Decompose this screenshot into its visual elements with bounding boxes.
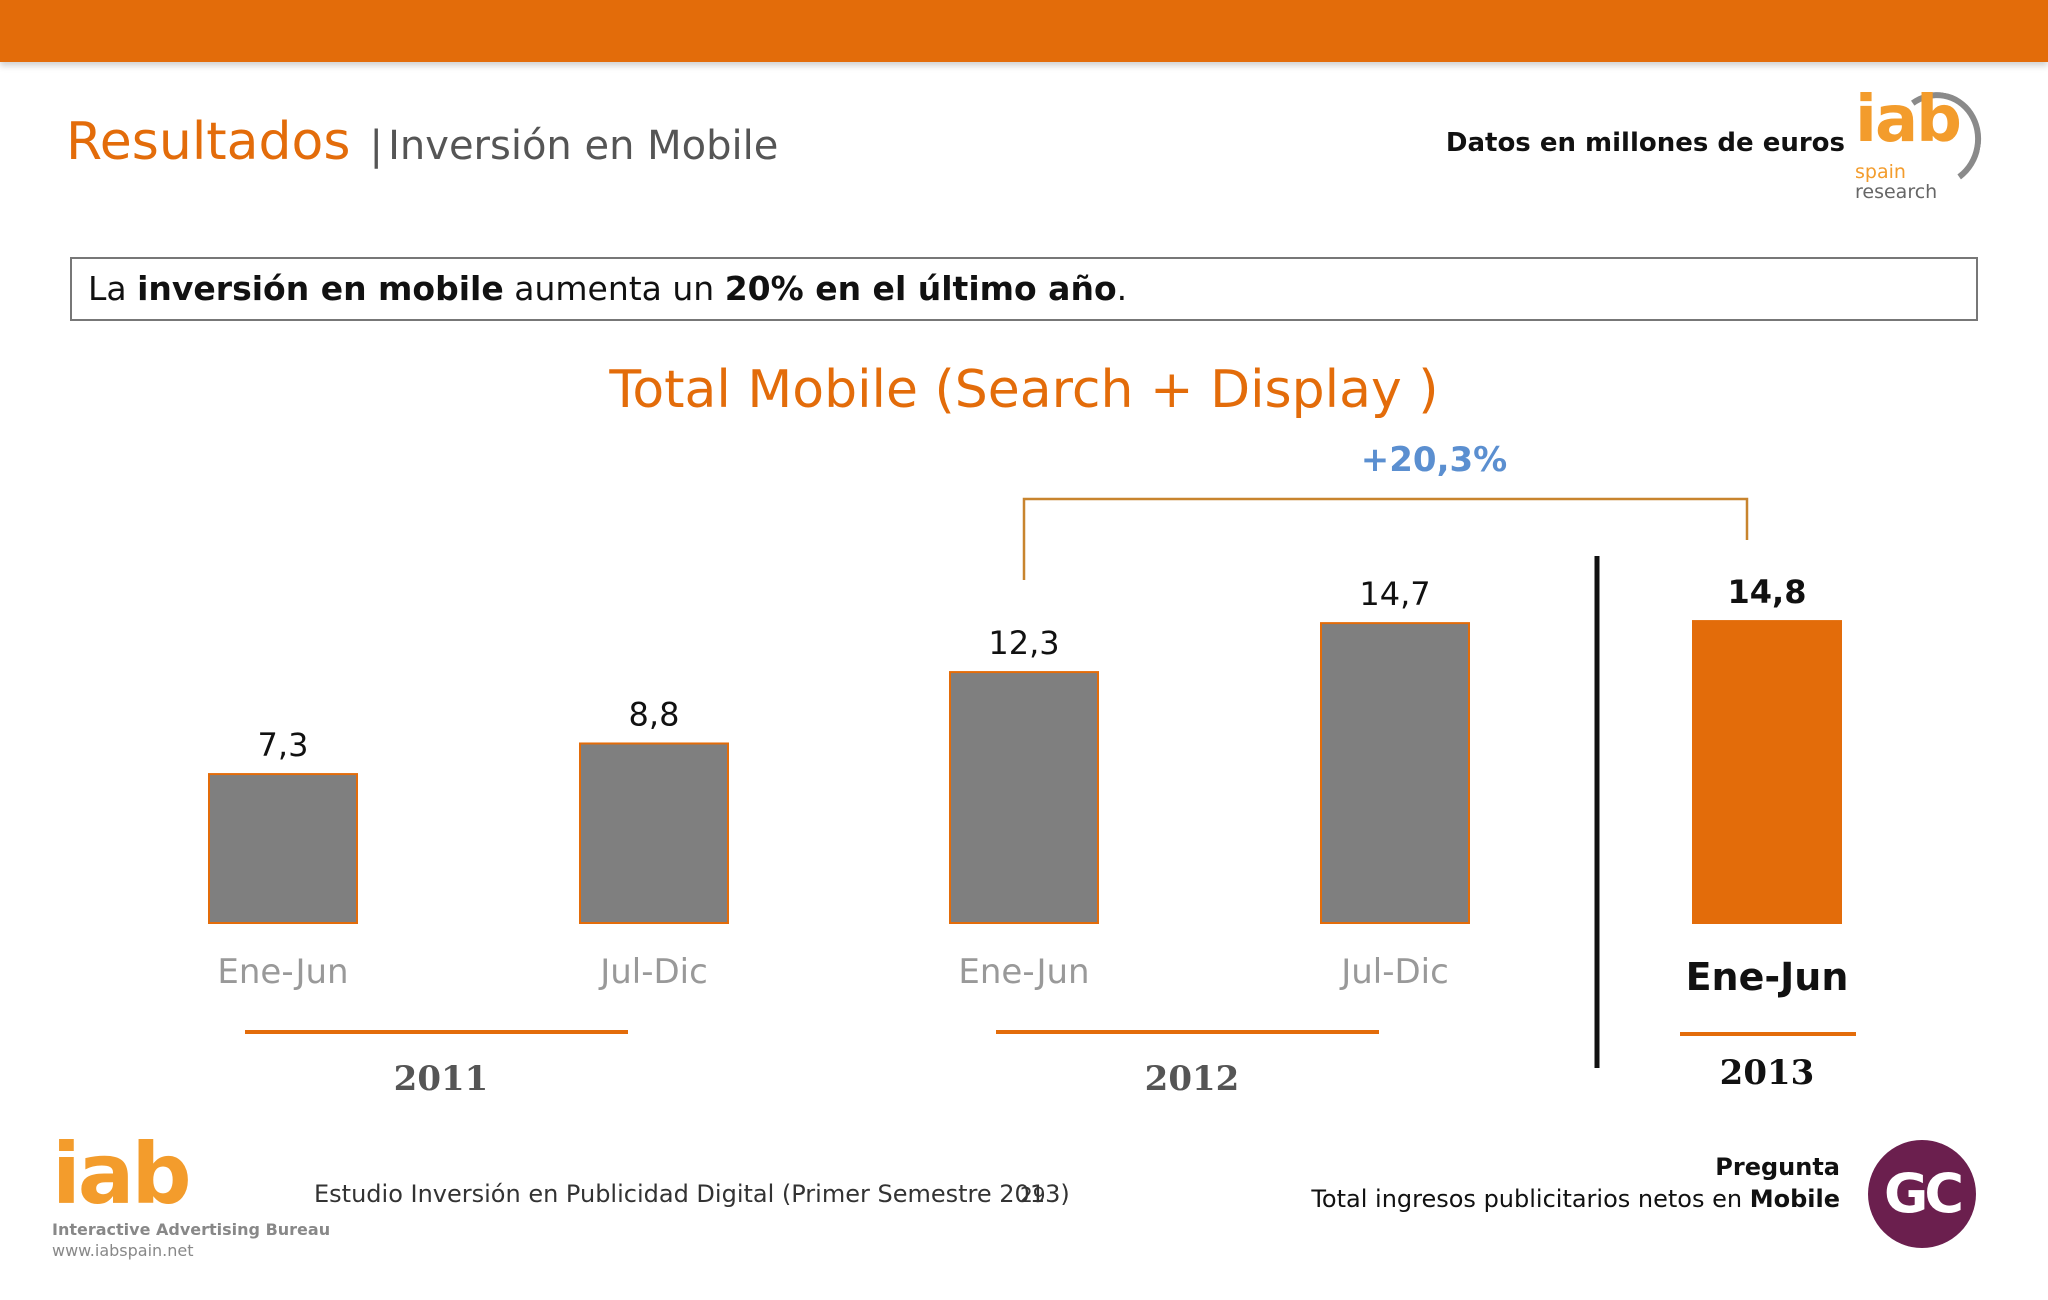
logo-line3: research	[1855, 181, 1938, 203]
top-accent-bar	[0, 0, 2048, 62]
footer-logo-letters: iab	[52, 1125, 192, 1223]
question-title: Pregunta	[1715, 1153, 1840, 1181]
bar-0	[208, 773, 358, 925]
headline-box: La inversión en mobile aumenta un 20% en…	[70, 257, 1978, 321]
bar-3	[1320, 622, 1470, 924]
category-label-1: Jul-Dic	[598, 952, 708, 992]
data-label-1: 8,8	[629, 695, 680, 733]
data-label-2: 12,3	[988, 624, 1059, 662]
bar-2	[949, 671, 1099, 925]
gc-logo: GC	[1868, 1140, 1976, 1248]
growth-annotation: +20,3%	[1360, 440, 1508, 480]
question-text-line: Total ingresos publicitarios netos en Mo…	[1300, 1185, 1840, 1213]
bar-4	[1692, 620, 1842, 925]
page-number: 29	[1020, 1183, 1046, 1207]
headline-bold2: 20% en el último año	[724, 269, 1117, 308]
headline-part1: La	[88, 269, 138, 308]
headline-bold1: inversión en mobile	[137, 269, 504, 308]
question-bold: Mobile	[1749, 1185, 1840, 1213]
group-label-2011: 2011	[394, 1059, 489, 1099]
study-title: Estudio Inversión en Publicidad Digital …	[314, 1180, 1070, 1208]
footer-logo-line2: Interactive Advertising Bureau	[52, 1220, 331, 1239]
iab-footer-logo: iab Interactive Advertising Bureau www.i…	[52, 1132, 330, 1260]
headline-part3: .	[1116, 269, 1128, 308]
logo-letters: iab	[1855, 83, 1962, 157]
headline-part2: aumenta un	[503, 269, 725, 308]
data-label-3: 14,7	[1359, 575, 1430, 613]
title-sub: Inversión en Mobile	[388, 123, 779, 169]
footer-logo-url: www.iabspain.net	[52, 1241, 194, 1260]
growth-bracket	[1022, 497, 1749, 580]
question-text: Total ingresos publicitarios netos en	[1311, 1185, 1750, 1213]
category-label-3: Jul-Dic	[1339, 952, 1449, 992]
category-label-4: Ene-Jun	[1686, 955, 1849, 999]
data-label-4: 14,8	[1728, 573, 1807, 611]
chart-title: Total Mobile (Search + Display )	[609, 360, 1439, 420]
question-note: Pregunta Total ingresos publicitarios ne…	[1300, 1153, 1840, 1213]
bar-1	[579, 742, 729, 924]
group-label-2012: 2012	[1145, 1059, 1240, 1099]
logo-line2: spain	[1855, 161, 1906, 183]
group-label-2013: 2013	[1720, 1053, 1815, 1093]
units-note: Datos en millones de euros	[1445, 128, 1845, 158]
page-title: Resultados | Inversión en Mobile	[66, 112, 778, 172]
category-label-2: Ene-Jun	[958, 952, 1089, 992]
iab-spain-research-logo: iab spain research	[1855, 83, 1989, 206]
title-main: Resultados	[66, 112, 351, 172]
title-separator: |	[369, 123, 384, 169]
data-label-0: 7,3	[258, 726, 309, 764]
category-label-0: Ene-Jun	[217, 952, 348, 992]
